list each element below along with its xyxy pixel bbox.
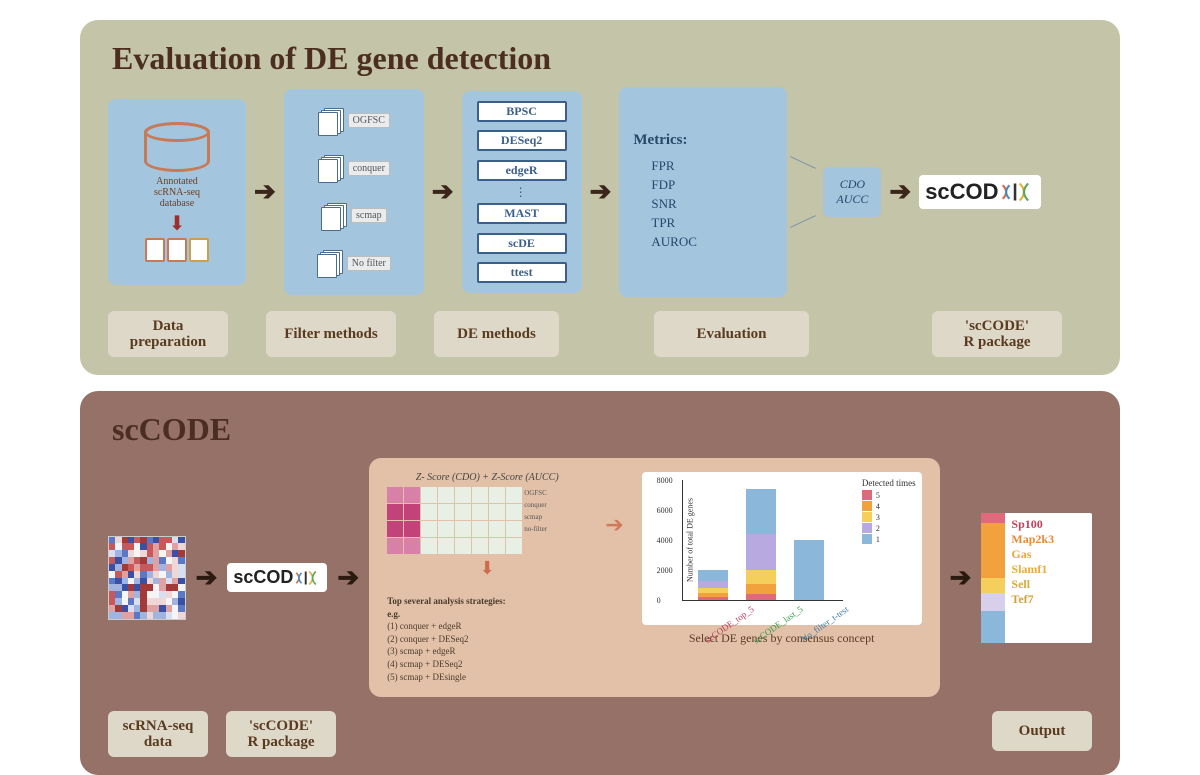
metric-item: FPR [651,158,697,174]
cdo-aucc-block: CDO AUCC [823,167,881,217]
strategies-title: Top several analysis strategies: e.g. [387,595,587,620]
arrow-icon: ➔ [254,177,276,207]
de-method-pill: edgeR [477,160,567,181]
ellipsis-icon: ⋮ [515,189,529,195]
stage-label: Data preparation [108,311,228,357]
sccode-logo: scCOD [227,563,327,592]
metrics-heading: Metrics: [633,132,687,149]
chart-area: 02000400060008000scCODE_top_5scCODE_last… [682,480,843,601]
file-icon [189,238,209,262]
database-label: Annotated scRNA-seq database [154,176,200,209]
filter-item: conquer [318,155,390,181]
pages-icon [321,203,347,229]
metric-item: AUROC [651,234,697,250]
label-output: Output [992,711,1092,751]
stage-label: Evaluation [654,311,809,357]
stage-label: DE methods [434,311,559,357]
connector-lines [795,142,815,242]
output-gene: Gas [1011,547,1086,562]
filter-item: scmap [321,203,387,229]
down-arrow-icon: ⬇ [387,558,587,579]
label-scrna-data: scRNA-seq data [108,711,208,757]
dna-icon [295,569,321,587]
cdo-label: CDO [840,177,865,192]
score-grid [387,487,522,554]
filter-label: conquer [348,161,390,176]
consensus-chart: Detected times 54321 Number of total DE … [642,472,922,625]
consensus-chart-wrapper: Detected times 54321 Number of total DE … [642,472,922,646]
arrow-icon: ➔ [590,177,612,207]
consensus-box: Z- Score (CDO) + Z-Score (AUCC) OGFSCcon… [369,458,939,697]
de-method-pill: ttest [477,262,567,283]
score-title: Z- Score (CDO) + Z-Score (AUCC) [387,472,587,483]
arrow-icon: ➔ [432,177,454,207]
arrow-icon: ➔ [889,177,911,207]
data-prep-block: Annotated scRNA-seq database ⬇ [108,99,246,285]
de-method-pill: DESeq2 [477,130,567,151]
pages-icon [318,108,344,134]
file-icon [167,238,187,262]
database-icon [144,122,210,172]
output-gene-list: Sp100Map2k3GasSlamf1SellTef7 [1005,513,1092,643]
output-gene: Sell [1011,577,1086,592]
top-labels-row: Data preparation Filter methods DE methods… [108,311,1092,357]
stage-label: Filter methods [266,311,396,357]
file-icon [145,238,165,262]
arrow-icon: ➔ [337,563,359,593]
filter-item: No filter [317,250,391,276]
logo-text: scCOD [233,567,293,588]
label-sccode-pkg: 'scCODE' R package [226,711,336,757]
top-flow: Annotated scRNA-seq database ⬇ ➔ OGFSC co… [108,87,1092,297]
evaluation-title: Evaluation of DE gene detection [112,40,1092,77]
output-gene: Map2k3 [1011,532,1086,547]
heatmap-thumb [108,536,186,620]
consensus-caption: Select DE genes by consensus concept [642,631,922,646]
stage-label: 'scCODE' R package [932,311,1062,357]
filter-block: OGFSC conquer scmap No filter [284,89,424,295]
bottom-flow: ➔ scCOD ➔ Z- Score (CDO) + Z-Score (AUCC… [108,458,1092,697]
evaluation-panel: Evaluation of DE gene detection Annotate… [80,20,1120,375]
pages-icon [318,155,344,181]
output-bar [981,513,1005,643]
metric-item: TPR [651,215,697,231]
logo-text: scCOD [925,179,998,205]
filter-label: No filter [347,256,391,271]
de-method-pill: BPSC [477,101,567,122]
aucc-label: AUCC [836,192,868,207]
output-gene: Tef7 [1011,592,1086,607]
de-method-pill: scDE [477,233,567,254]
file-icons [145,238,209,262]
output-gene: Sp100 [1011,517,1086,532]
evaluation-block: Metrics: FPR FDP SNR TPR AUROC [619,87,787,297]
arrow-icon: ➔ [196,563,218,593]
arrow-icon: ➔ [950,563,972,593]
filter-item: OGFSC [318,108,390,134]
metric-item: FDP [651,177,697,193]
metric-item: SNR [651,196,697,212]
output-gene: Slamf1 [1011,562,1086,577]
dna-icon [1001,181,1035,203]
strategies-list: Top several analysis strategies: e.g. (1… [387,595,587,683]
output-box: Sp100Map2k3GasSlamf1SellTef7 [981,513,1092,643]
down-arrow-icon: ⬇ [169,211,186,236]
bottom-labels-row: scRNA-seq data 'scCODE' R package Output [108,711,1092,757]
de-method-pill: MAST [477,203,567,224]
filter-label: scmap [351,208,387,223]
de-methods-block: BPSC DESeq2 edgeR ⋮ MAST scDE ttest [462,91,582,293]
score-strategies: Z- Score (CDO) + Z-Score (AUCC) OGFSCcon… [387,472,587,683]
pages-icon [317,250,343,276]
figure-root: Evaluation of DE gene detection Annotate… [0,0,1200,750]
arrow-icon: ➔ [605,512,623,538]
sccode-logo: scCOD [919,175,1040,209]
sccode-panel: scCODE ➔ scCOD ➔ Z- Score (CDO) + Z-Scor… [80,391,1120,775]
sccode-title: scCODE [112,411,1092,448]
filter-label: OGFSC [348,113,390,128]
